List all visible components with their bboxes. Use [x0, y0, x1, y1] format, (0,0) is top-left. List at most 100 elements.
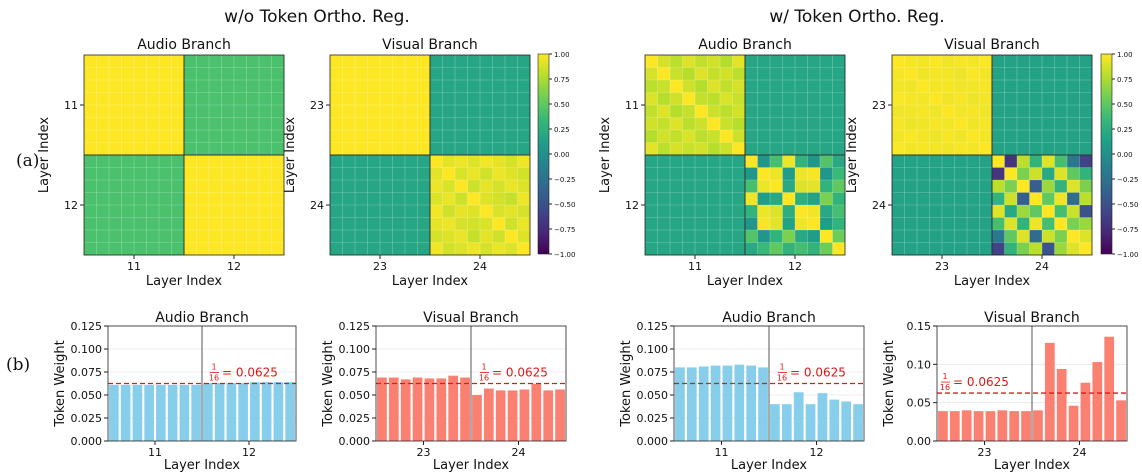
- heatmap-cell: [184, 117, 197, 131]
- heatmap-cell: [954, 105, 968, 118]
- heatmap-cell: [184, 155, 197, 168]
- colorbar-tick-label: 0.75: [554, 76, 570, 84]
- heatmap-cell: [492, 142, 506, 156]
- heatmap-cell: [171, 167, 185, 181]
- heatmap-cell: [795, 130, 808, 143]
- heatmap-cell: [209, 117, 222, 131]
- heatmap-cell: [682, 230, 696, 243]
- heatmap-cell: [942, 117, 955, 131]
- heatmap-cell: [184, 230, 197, 243]
- y-tick-label: 0.100: [637, 343, 669, 356]
- y-tick-label: 0.125: [637, 320, 669, 333]
- heatmap-cell: [392, 217, 406, 231]
- y-axis-label: Token Weight: [619, 340, 634, 427]
- heatmap-cell: [782, 230, 796, 243]
- heatmap-cell: [84, 205, 97, 218]
- heatmap-cell: [732, 230, 746, 243]
- heatmap-cell: [682, 242, 696, 256]
- heatmap-cell: [807, 155, 821, 168]
- heatmap-cell: [392, 205, 406, 218]
- heatmap-cell: [109, 180, 122, 193]
- bar: [214, 383, 225, 441]
- heatmap-cell: [720, 192, 733, 206]
- y-axis-label: Token Weight: [321, 340, 336, 427]
- heatmap-title: Audio Branch: [137, 37, 231, 53]
- heatmap-cell: [967, 130, 980, 143]
- bar: [261, 382, 272, 441]
- heatmap-cell: [1054, 242, 1068, 256]
- heatmap-cell: [757, 205, 771, 218]
- heatmap-cell: [234, 105, 247, 118]
- heatmap-cell: [795, 192, 808, 206]
- heatmap-cell: [159, 192, 172, 206]
- heatmap-cell: [795, 217, 808, 231]
- heatmap-cell: [367, 155, 381, 168]
- heatmap-cell: [355, 55, 368, 68]
- heatmap-cell: [146, 67, 160, 81]
- heatmap-cell: [367, 92, 381, 106]
- heatmap-cell: [367, 55, 381, 68]
- heatmap-cell: [121, 180, 135, 193]
- bar: [483, 388, 494, 441]
- heatmap-cell: [832, 242, 846, 256]
- y-tick-label: 0.050: [71, 389, 103, 402]
- heatmap-cell: [695, 242, 708, 256]
- heatmap-cell: [1079, 67, 1093, 81]
- heatmap-cell: [892, 92, 905, 106]
- heatmap-cell: [196, 117, 210, 131]
- heatmap-cell: [929, 130, 943, 143]
- heatmap-cell: [929, 155, 943, 168]
- heatmap-cell: [146, 192, 160, 206]
- heatmap-cell: [417, 155, 431, 168]
- heatmap-cell: [405, 142, 418, 156]
- heatmap-cell: [807, 80, 821, 93]
- heatmap-cell: [355, 105, 368, 118]
- heatmap-cell: [967, 67, 980, 81]
- colorbar-tick-label: 0.50: [1117, 101, 1133, 109]
- heatmap-cell: [96, 180, 110, 193]
- heatmap-cell: [832, 217, 846, 231]
- heatmap-cell: [892, 130, 905, 143]
- colorbar-tick-label: −1.00: [554, 251, 575, 259]
- heatmap-cell: [682, 92, 696, 106]
- right-group-heading: w/ Token Ortho. Reg.: [769, 7, 944, 27]
- heatmap-cell: [146, 130, 160, 143]
- heatmap-cell: [942, 80, 955, 93]
- heatmap-cell: [480, 205, 493, 218]
- heatmap-cell: [480, 80, 493, 93]
- x-axis-label: Layer Index: [994, 458, 1070, 473]
- x-tick-label: 23: [373, 260, 387, 273]
- heatmap-cell: [782, 205, 796, 218]
- heatmap-cell: [467, 155, 481, 168]
- x-tick-label: 23: [978, 446, 992, 459]
- heatmap-cell: [1042, 230, 1055, 243]
- heatmap-cell: [430, 167, 443, 181]
- heatmap-cell: [380, 117, 393, 131]
- heatmap-cell: [146, 242, 160, 256]
- heatmap-cell: [121, 155, 135, 168]
- heatmap-cell: [1029, 105, 1043, 118]
- heatmap-cell: [355, 205, 368, 218]
- heatmap-cell: [967, 117, 980, 131]
- heatmap-cell: [929, 242, 943, 256]
- heatmap-cell: [121, 55, 135, 68]
- heatmap-cell: [929, 142, 943, 156]
- heatmap-cell: [757, 80, 771, 93]
- heatmap-cell: [492, 217, 506, 231]
- heatmap-cell: [196, 217, 210, 231]
- heatmap-cell: [171, 217, 185, 231]
- heatmap-cell: [1029, 130, 1043, 143]
- heatmap-cell: [657, 167, 671, 181]
- heatmap-cell: [259, 205, 272, 218]
- heatmap-cell: [757, 155, 771, 168]
- heatmap-cell: [467, 180, 481, 193]
- bar: [273, 382, 284, 441]
- heatmap-cell: [159, 167, 172, 181]
- heatmap-cell: [1067, 180, 1080, 193]
- heatmap-cell: [917, 217, 930, 231]
- heatmap-cell: [707, 180, 721, 193]
- heatmap-cell: [196, 55, 210, 68]
- heatmap-cell: [134, 230, 147, 243]
- y-tick-label: 0.000: [637, 435, 669, 448]
- heatmap-cell: [967, 230, 980, 243]
